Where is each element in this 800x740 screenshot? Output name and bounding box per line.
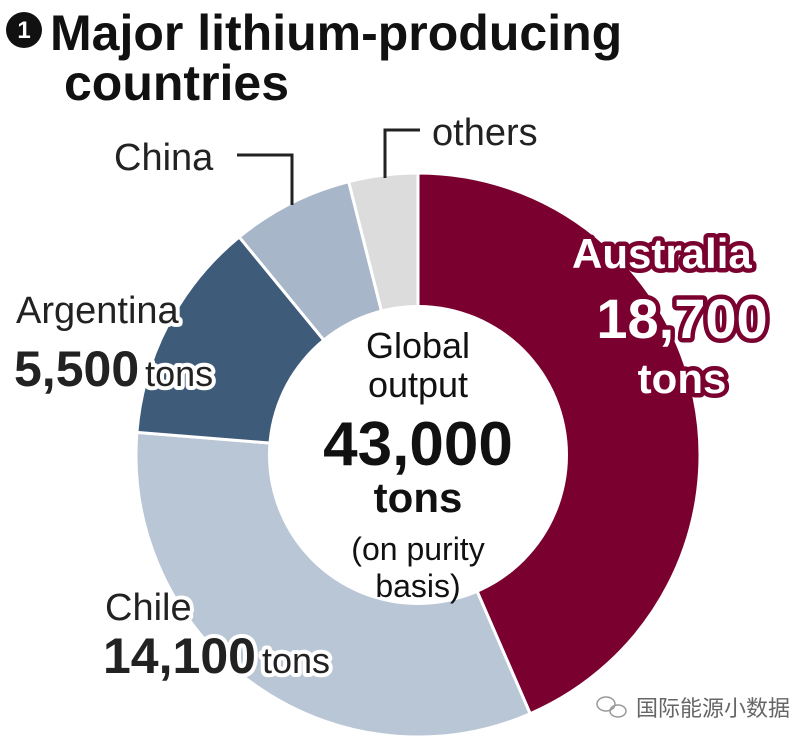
australia-label: Australia — [572, 230, 752, 277]
wechat-icon — [596, 696, 627, 718]
title-number: 1 — [17, 17, 30, 44]
australia-unit: tons — [638, 355, 727, 402]
argentina-value: 5,500 — [14, 341, 139, 397]
center-total: 43,000 — [323, 410, 513, 479]
others-label: others — [432, 112, 538, 154]
donut-hole — [268, 305, 568, 605]
argentina-value-label: 5,500 tons — [14, 341, 213, 397]
china-label: China — [114, 137, 214, 179]
chile-unit: tons — [262, 640, 330, 681]
title-line2: countries — [64, 55, 289, 111]
chile-label: Chile — [105, 587, 192, 629]
others-leader-line — [383, 128, 420, 178]
title-line1: Major lithium-producing — [50, 5, 622, 61]
chile-value-label: 14,100 tons — [103, 628, 330, 684]
argentina-label: Argentina — [16, 290, 180, 332]
watermark-text: 国际能源小数据 — [636, 696, 790, 721]
argentina-unit: tons — [145, 353, 213, 394]
china-leader-line — [237, 153, 294, 205]
center-unit: tons — [374, 474, 463, 521]
center-note2: basis) — [375, 568, 460, 604]
center-note1: (on purity — [351, 531, 484, 567]
center-label: Global output 43,000 tons (on purity bas… — [323, 325, 513, 604]
center-line1: Global — [366, 325, 470, 366]
chile-value: 14,100 — [103, 628, 256, 684]
title-number-badge — [6, 12, 42, 48]
center-line2: output — [368, 364, 468, 405]
title: 1 Major lithium-producing countries — [6, 5, 622, 111]
australia-value: 18,700 — [596, 287, 767, 350]
watermark: 国际能源小数据 — [596, 696, 790, 721]
